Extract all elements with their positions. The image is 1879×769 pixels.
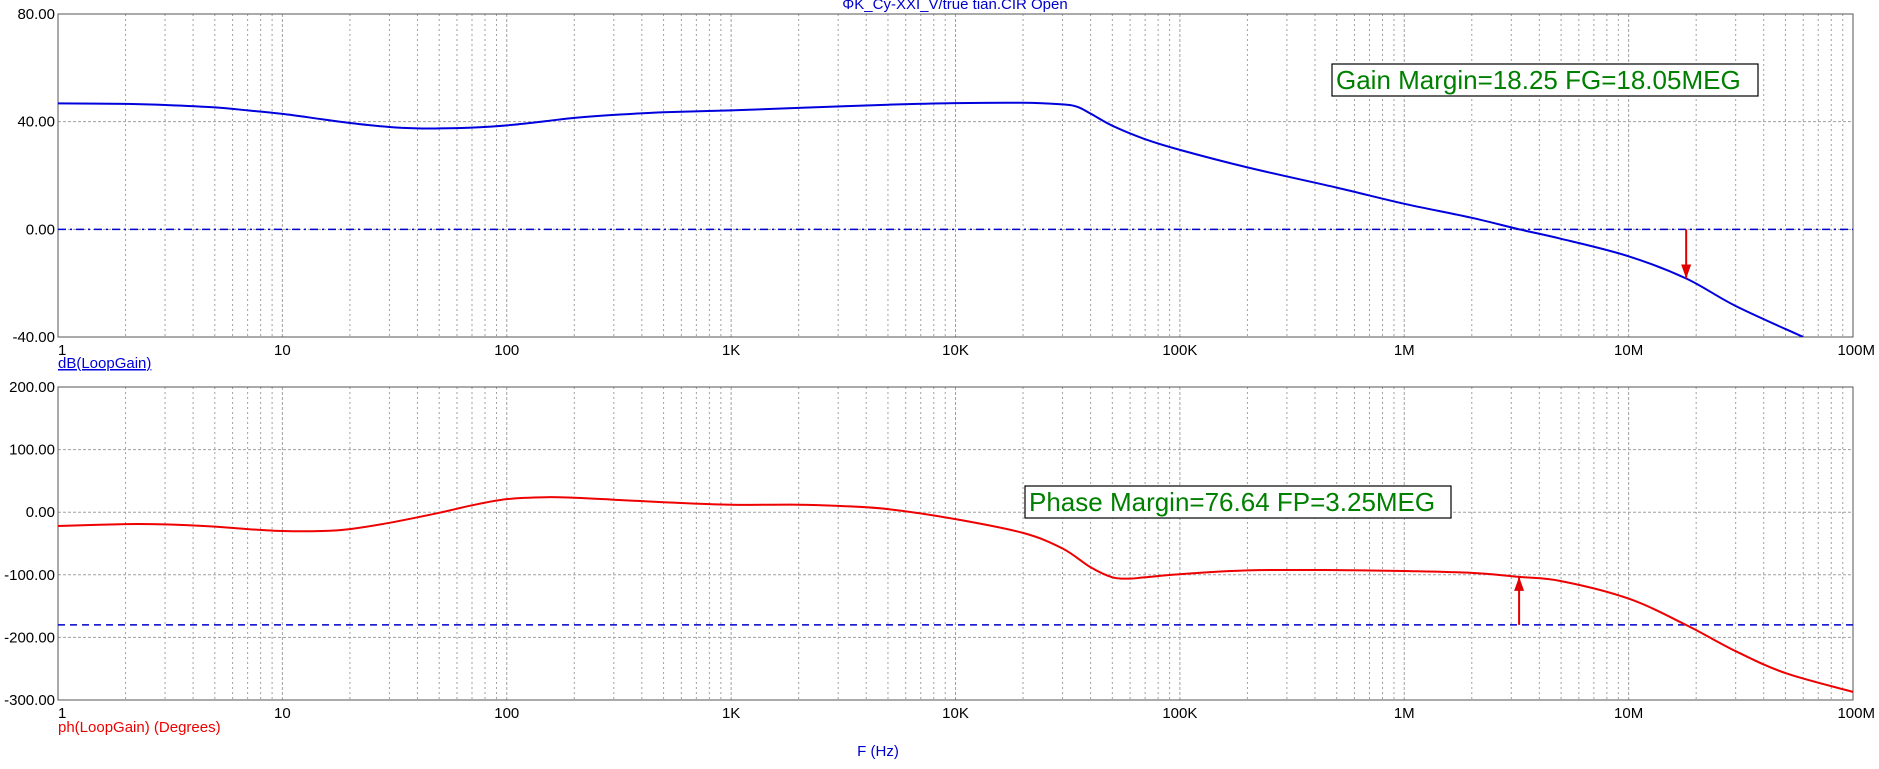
margin-annotation-text: Phase Margin=76.64 FP=3.25MEG: [1029, 487, 1435, 517]
y-tick-label: -200.00: [4, 629, 55, 646]
x-tick-label: 10M: [1614, 342, 1643, 359]
plot-panel-2: 200.00 100.00 0.00 -100.00 -200.00 -300.001 10…: [4, 379, 1875, 736]
y-tick-label: 200.00: [9, 379, 55, 396]
trace-label: ph(LoopGain) (Degrees): [58, 719, 221, 736]
y-tick-label: 80.00: [17, 6, 55, 23]
plot-frame: [57, 13, 1854, 338]
y-tick-label: 0.00: [26, 221, 55, 238]
margin-arrow: [1514, 576, 1525, 625]
x-tick-label: 100K: [1162, 705, 1197, 722]
x-tick-label: 1K: [722, 342, 740, 359]
x-tick-label: 1K: [722, 705, 740, 722]
x-axis-label: F (Hz): [857, 743, 899, 760]
gain-curve: [58, 101, 1804, 337]
plot-frame: [57, 386, 1854, 701]
x-tick-label: 10: [274, 342, 291, 359]
y-tick-label: 40.00: [17, 114, 55, 131]
x-tick-label: 1M: [1394, 342, 1415, 359]
grid-lines: [58, 387, 1853, 700]
y-tick-label: -100.00: [4, 567, 55, 584]
margin-annotation: Gain Margin=18.25 FG=18.05MEG: [1331, 63, 1759, 97]
x-tick-label: 1: [58, 705, 66, 722]
window-title: ΦK_Cy-XXI_V/true tian.CIR Open: [842, 0, 1067, 13]
margin-annotation-text: Gain Margin=18.25 FG=18.05MEG: [1336, 65, 1741, 95]
x-tick-label: 100M: [1837, 705, 1875, 722]
y-tick-label: 0.00: [26, 504, 55, 521]
phase-curve: [58, 496, 1853, 693]
y-tick-label: -40.00: [12, 329, 55, 346]
x-tick-label: 10M: [1614, 705, 1643, 722]
trace-label: dB(LoopGain): [58, 355, 151, 372]
x-tick-label: 10: [274, 705, 291, 722]
x-tick-label: 100M: [1837, 342, 1875, 359]
grid-lines: [58, 14, 1853, 337]
x-tick-label: 100K: [1162, 342, 1197, 359]
x-tick-label: 100: [494, 342, 519, 359]
x-tick-label: 1: [58, 342, 66, 359]
y-tick-label: -300.00: [4, 692, 55, 709]
x-tick-label: 10K: [942, 705, 969, 722]
x-tick-label: 1M: [1394, 705, 1415, 722]
y-tick-label: 100.00: [9, 442, 55, 459]
x-tick-label: 100: [494, 705, 519, 722]
margin-arrow: [1681, 229, 1692, 279]
x-tick-label: 10K: [942, 342, 969, 359]
margin-annotation: Phase Margin=76.64 FP=3.25MEG: [1024, 485, 1452, 519]
plot-panel-1: 80.00 40.00 0.00 -40.001 10 100 1K 10K 100K 1M 10M…: [12, 6, 1875, 372]
